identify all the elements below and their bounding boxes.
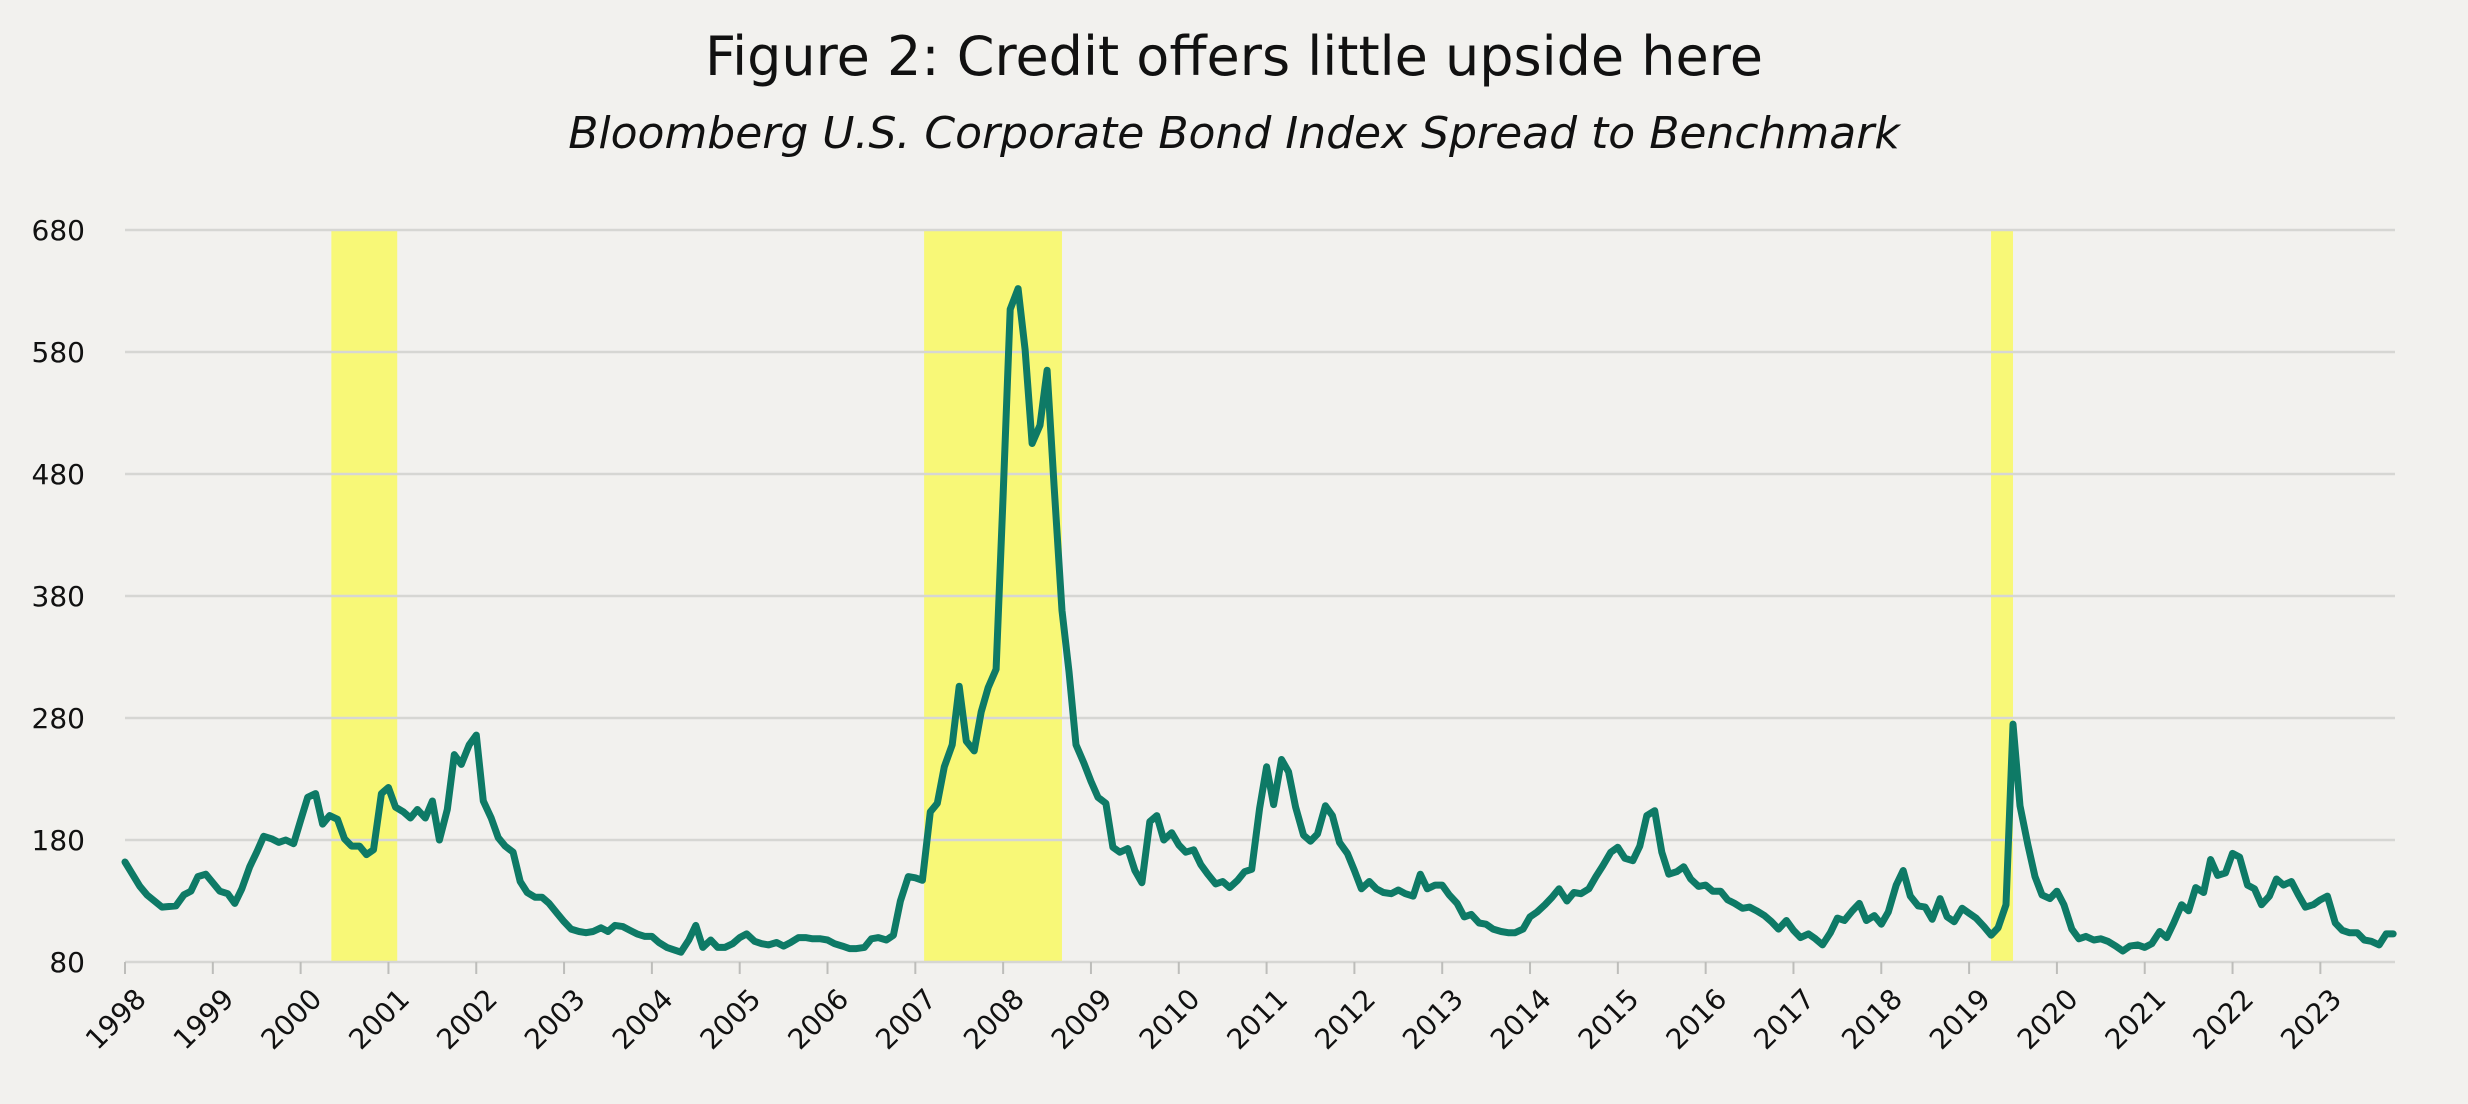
y-tick-label: 280 xyxy=(32,702,85,735)
y-tick-label: 480 xyxy=(32,458,85,491)
x-tick-label: 2022 xyxy=(2186,982,2260,1056)
x-tick-label: 2012 xyxy=(1308,982,1382,1056)
x-tick-label: 1998 xyxy=(79,982,153,1056)
x-tick-label: 2009 xyxy=(1045,982,1119,1056)
x-tick-label: 2021 xyxy=(2099,982,2173,1056)
x-tick-label: 2000 xyxy=(255,982,329,1056)
y-tick-label: 180 xyxy=(32,824,85,857)
x-tick-label: 2010 xyxy=(1133,982,1207,1056)
x-tick-label: 2002 xyxy=(430,982,504,1056)
x-tick-label: 2007 xyxy=(869,982,943,1056)
chart-title: Figure 2: Credit offers little upside he… xyxy=(704,25,1763,88)
x-tick-label: 2017 xyxy=(1747,982,1821,1056)
x-tick-label: 2013 xyxy=(1396,982,1470,1056)
x-tick-label: 2001 xyxy=(342,982,416,1056)
series-group xyxy=(121,285,2397,956)
gridlines xyxy=(125,228,2395,964)
x-tick-label: 2015 xyxy=(1572,982,1646,1056)
y-tick-label: 80 xyxy=(49,946,85,979)
x-axis: 1998 1999 2000 2001 2002 2003 2004 2005 2006 2007… xyxy=(79,962,2348,1056)
x-tick-label: 2019 xyxy=(1923,982,1997,1056)
x-tick-label: 2003 xyxy=(518,982,592,1056)
x-tick-label: 2006 xyxy=(781,982,855,1056)
x-tick-label: 2016 xyxy=(1660,982,1734,1056)
x-tick-label: 2023 xyxy=(2274,982,2348,1056)
y-tick-label: 380 xyxy=(32,580,85,613)
x-tick-label: 2008 xyxy=(957,982,1031,1056)
chart-subtitle: Bloomberg U.S. Corporate Bond Index Spre… xyxy=(568,108,1900,159)
y-axis: 80 180 280 380 480 580 680 xyxy=(32,214,85,979)
x-tick-label: 2014 xyxy=(1484,982,1558,1056)
series-line-0 xyxy=(121,285,2397,956)
y-tick-label: 680 xyxy=(32,214,85,247)
y-tick-label: 580 xyxy=(32,336,85,369)
x-tick-label: 2005 xyxy=(694,982,768,1056)
x-tick-label: 2011 xyxy=(1221,982,1295,1056)
x-tick-label: 2004 xyxy=(606,982,680,1056)
x-tick-label: 2018 xyxy=(1835,982,1909,1056)
x-tick-label: 1999 xyxy=(167,982,241,1056)
x-tick-label: 2020 xyxy=(2011,982,2085,1056)
